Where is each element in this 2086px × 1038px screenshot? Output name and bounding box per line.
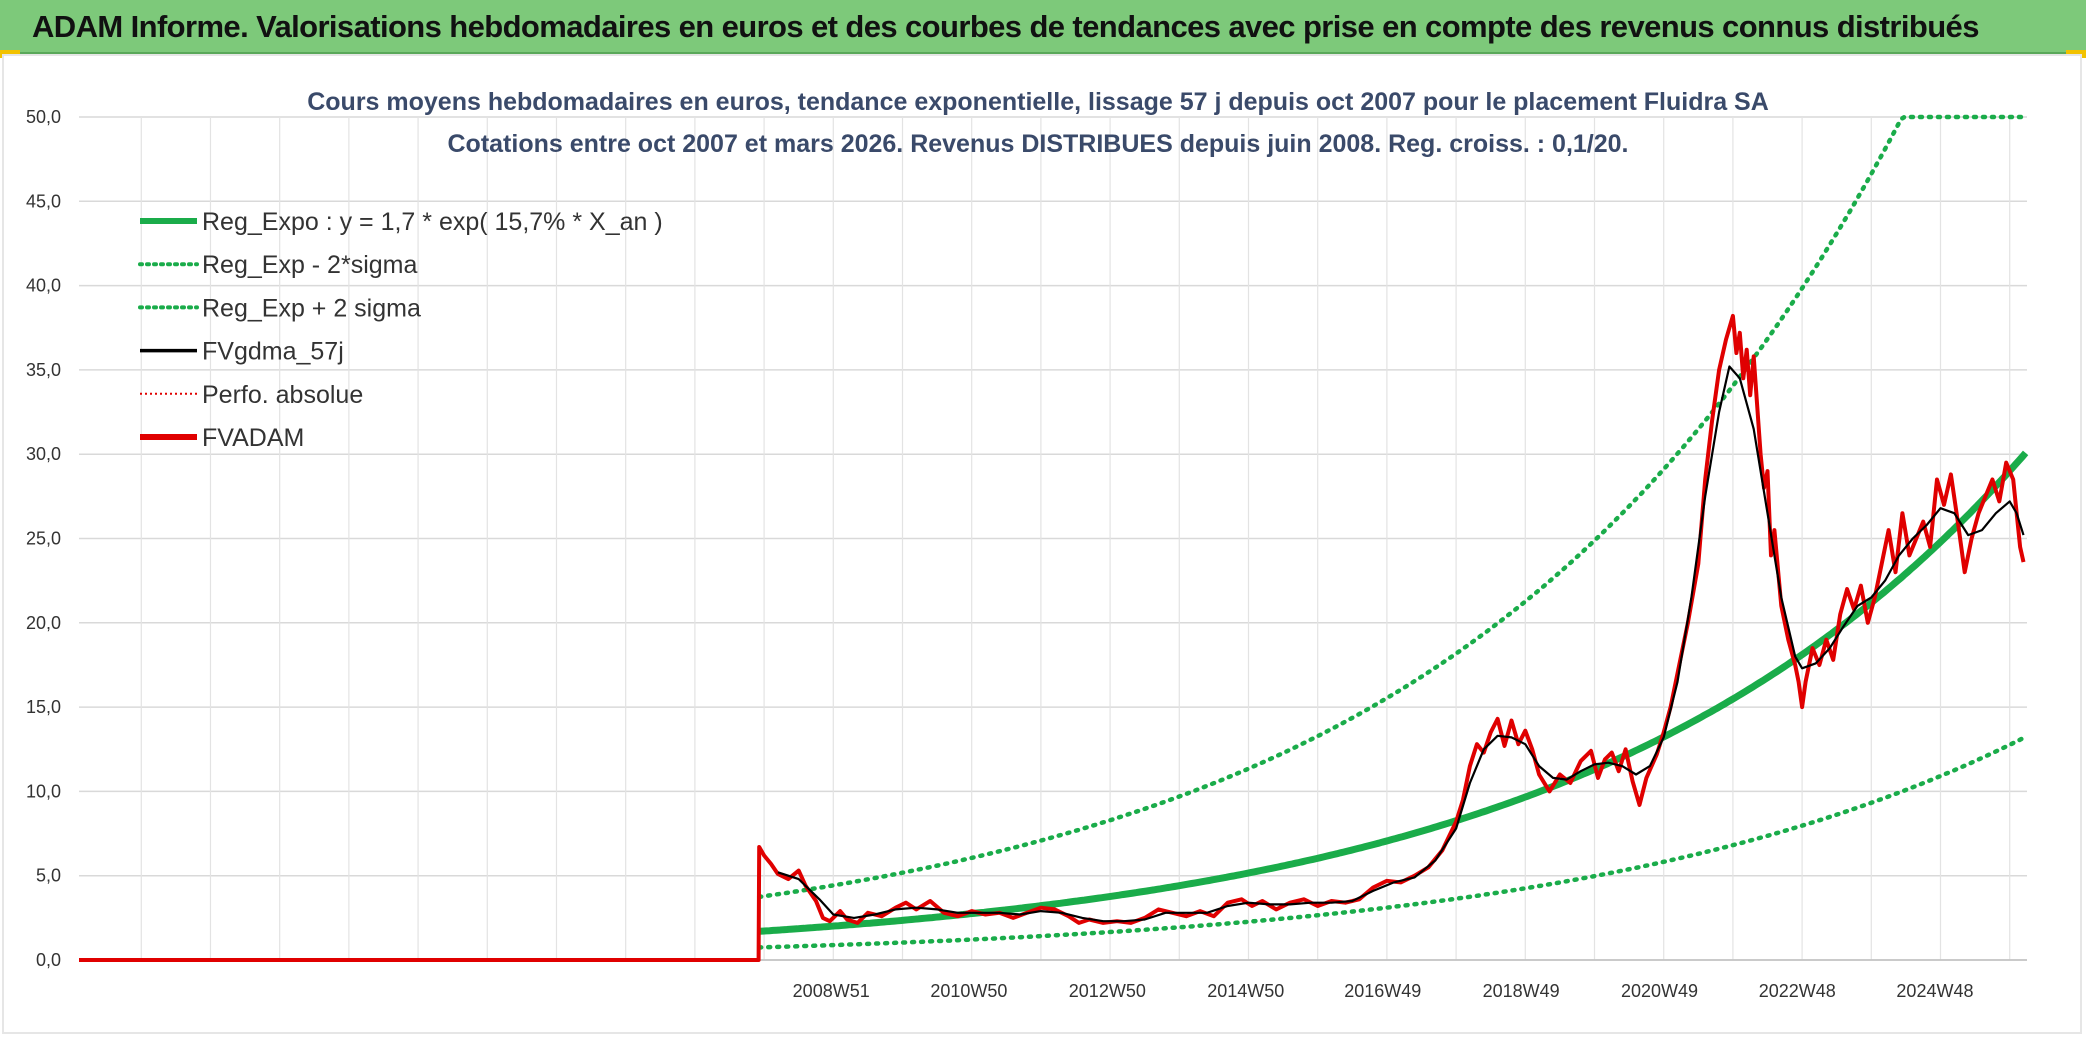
x-tick-label: 2008W51 bbox=[793, 981, 870, 1001]
x-tick-label: 2024W48 bbox=[1896, 981, 1973, 1001]
x-tick-label: 2018W49 bbox=[1483, 981, 1560, 1001]
y-tick-label: 35,0 bbox=[26, 360, 61, 380]
x-axis-labels: 2008W51 2010W50 2012W50 2014W50 2016W49 2018W… bbox=[793, 981, 1974, 1001]
y-tick-label: 45,0 bbox=[26, 191, 61, 211]
chart-grid bbox=[79, 116, 2027, 961]
series-fvadam bbox=[79, 313, 2026, 962]
legend-label: Perfo. absolue bbox=[202, 381, 363, 409]
y-tick-label: 0,0 bbox=[36, 950, 61, 970]
chart-title-line-2: Cotations entre oct 2007 et mars 2026. R… bbox=[448, 130, 1629, 158]
report-title: ADAM Informe. Valorisations hebdomadaire… bbox=[32, 9, 1979, 44]
legend-label: Reg_Expo : y = 1,7 * exp( 15,7% * X_an ) bbox=[202, 208, 663, 236]
legend-item: Reg_Exp + 2 sigma bbox=[138, 294, 421, 322]
series-fvgdma-57j bbox=[777, 365, 2025, 923]
chart-legend: Reg_Expo : y = 1,7 * exp( 15,7% * X_an )… bbox=[138, 208, 663, 452]
legend-label: Reg_Exp - 2*sigma bbox=[202, 251, 417, 279]
x-tick-label: 2014W50 bbox=[1207, 981, 1284, 1001]
x-tick-label: 2020W49 bbox=[1621, 981, 1698, 1001]
report-banner: ADAM Informe. Valorisations hebdomadaire… bbox=[0, 0, 2086, 54]
x-tick-label: 2022W48 bbox=[1759, 981, 1836, 1001]
series-reg-expo bbox=[759, 450, 2029, 935]
y-tick-label: 25,0 bbox=[26, 529, 61, 549]
series-lines bbox=[79, 114, 2029, 962]
chart-title: Cours moyens hebdomadaires en euros, ten… bbox=[307, 88, 1769, 158]
legend-item: Perfo. absolue bbox=[140, 381, 363, 409]
y-tick-label: 30,0 bbox=[26, 444, 61, 464]
y-tick-label: 40,0 bbox=[26, 276, 61, 296]
series-reg-exp-minus-2sigma bbox=[756, 734, 2028, 950]
y-tick-label: 15,0 bbox=[26, 697, 61, 717]
y-axis-labels: 0,0 5,0 10,0 15,0 20,0 25,0 30,0 35,0 40,0 45,0 50… bbox=[26, 107, 61, 970]
y-tick-label: 50,0 bbox=[26, 107, 61, 127]
legend-label: Reg_Exp + 2 sigma bbox=[202, 294, 421, 322]
y-tick-label: 20,0 bbox=[26, 613, 61, 633]
x-tick-label: 2010W50 bbox=[930, 981, 1007, 1001]
x-tick-label: 2012W50 bbox=[1069, 981, 1146, 1001]
x-tick-label: 2016W49 bbox=[1344, 981, 1421, 1001]
legend-label: FVADAM bbox=[202, 424, 304, 452]
legend-label: FVgdma_57j bbox=[202, 338, 344, 366]
chart-title-line-1: Cours moyens hebdomadaires en euros, ten… bbox=[307, 88, 1769, 116]
y-tick-label: 10,0 bbox=[26, 781, 61, 801]
y-tick-label: 5,0 bbox=[36, 866, 61, 886]
legend-item: Reg_Expo : y = 1,7 * exp( 15,7% * X_an ) bbox=[140, 208, 663, 236]
legend-item: FVADAM bbox=[140, 424, 304, 452]
series-reg-exp-plus-2sigma bbox=[756, 114, 2028, 900]
legend-item: Reg_Exp - 2*sigma bbox=[138, 251, 417, 279]
legend-item: FVgdma_57j bbox=[140, 338, 344, 366]
